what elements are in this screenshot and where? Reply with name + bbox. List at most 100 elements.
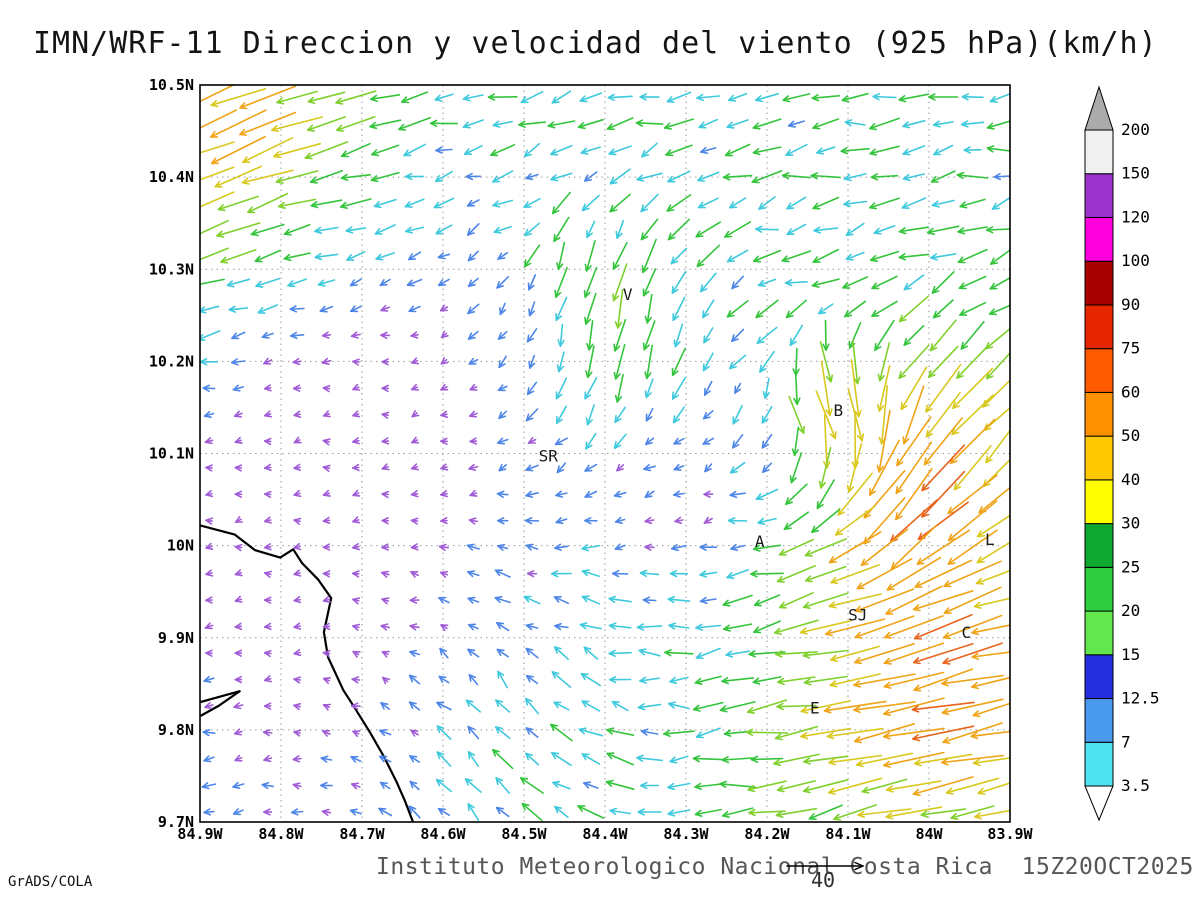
wind-arrow — [352, 730, 361, 738]
wind-arrow — [581, 753, 601, 765]
wind-arrow — [695, 221, 722, 238]
colorbar-segment — [1084, 654, 1114, 700]
wind-arrow — [667, 218, 691, 241]
wind-arrow — [664, 648, 694, 657]
wind-arrow — [830, 564, 880, 585]
wind-arrow — [644, 437, 655, 446]
wind-arrow — [492, 120, 513, 128]
y-tick-label: 10.4N — [149, 168, 194, 186]
wind-arrow — [322, 570, 331, 578]
wind-arrow — [971, 676, 1010, 690]
wind-arrow — [290, 808, 304, 816]
wind-arrow — [585, 345, 595, 379]
wind-arrow — [585, 432, 597, 450]
wind-arrow — [217, 195, 260, 212]
wind-arrow — [271, 116, 324, 133]
wind-arrow — [409, 780, 420, 791]
wind-arrow — [870, 173, 899, 181]
wind-arrow — [933, 144, 954, 156]
wind-arrow — [554, 266, 568, 298]
wind-arrow — [639, 569, 660, 578]
wind-arrow — [434, 170, 454, 183]
wind-arrow — [554, 543, 569, 551]
wind-arrow — [352, 383, 361, 391]
wind-arrow — [492, 170, 514, 183]
wind-arrow — [340, 142, 371, 158]
wind-arrow — [381, 437, 390, 445]
wind-arrow — [925, 391, 961, 438]
wind-arrow — [722, 594, 753, 607]
wind-arrow — [468, 463, 479, 471]
wind-arrow — [877, 342, 891, 382]
wind-arrow — [819, 341, 834, 383]
wind-arrow — [776, 780, 817, 793]
wind-arrow — [731, 275, 745, 290]
wind-arrow — [971, 651, 1010, 660]
wind-arrow — [728, 197, 747, 209]
wind-arrow — [614, 543, 626, 551]
wind-arrow — [494, 595, 511, 604]
wind-arrow — [697, 171, 720, 182]
wind-arrow — [440, 383, 449, 391]
station-label: A — [755, 532, 765, 551]
wind-arrow — [550, 569, 572, 578]
wind-arrow — [202, 384, 216, 393]
wind-arrow — [956, 171, 989, 180]
wind-arrow — [210, 109, 267, 138]
wind-arrow — [273, 142, 322, 159]
wind-arrow — [697, 197, 719, 209]
wind-arrow — [726, 300, 749, 318]
wind-arrow — [410, 463, 420, 471]
wind-arrow — [345, 226, 367, 234]
wind-arrow — [435, 778, 453, 793]
wind-arrow — [550, 172, 573, 182]
wind-arrow — [963, 146, 982, 154]
wind-arrow — [972, 757, 1010, 767]
wind-arrow — [912, 642, 974, 665]
wind-arrow — [921, 444, 966, 492]
coastline-main — [200, 524, 415, 822]
wind-arrow — [203, 675, 215, 683]
wind-arrow — [407, 251, 422, 261]
wind-arrow — [232, 808, 244, 816]
wind-arrow — [991, 196, 1010, 210]
colorbar-segment — [1084, 698, 1114, 743]
wind-arrow — [942, 642, 1003, 665]
wind-arrow — [803, 675, 848, 686]
wind-arrow — [551, 671, 572, 689]
wind-arrow — [584, 240, 596, 272]
wind-arrow — [293, 648, 302, 657]
wind-arrow — [524, 222, 541, 237]
wind-arrow — [440, 516, 448, 525]
x-tick-label: 84.6W — [420, 825, 466, 843]
wind-arrow — [644, 516, 655, 525]
wind-arrow — [694, 675, 722, 686]
wind-arrow — [695, 727, 721, 739]
wind-arrow — [702, 437, 715, 445]
wind-arrow — [409, 649, 421, 657]
wind-arrow — [644, 490, 655, 499]
wind-arrow — [901, 197, 927, 209]
wind-arrow — [895, 441, 933, 495]
wind-arrow — [339, 198, 372, 209]
x-tick-label: 84.4W — [582, 825, 628, 843]
wind-arrow — [672, 406, 686, 424]
wind-arrow — [322, 384, 331, 393]
wind-arrow — [886, 556, 942, 591]
wind-arrow — [205, 569, 214, 577]
wind-arrow — [871, 275, 898, 290]
wind-arrow — [380, 623, 391, 631]
wind-arrow — [440, 490, 449, 498]
x-tick-label: 84.9W — [177, 825, 223, 843]
colorbar-segment — [1084, 216, 1114, 262]
wind-arrow — [635, 119, 664, 127]
wind-arrow — [788, 395, 805, 434]
wind-arrow — [381, 463, 390, 471]
y-tick-label: 9.7N — [158, 813, 194, 831]
wind-arrow — [834, 505, 876, 536]
colorbar-tick-label: 30 — [1121, 514, 1140, 533]
wind-arrow — [608, 145, 632, 156]
wind-arrow — [985, 429, 1010, 464]
wind-arrow — [883, 642, 945, 665]
wind-arrow — [932, 120, 954, 128]
